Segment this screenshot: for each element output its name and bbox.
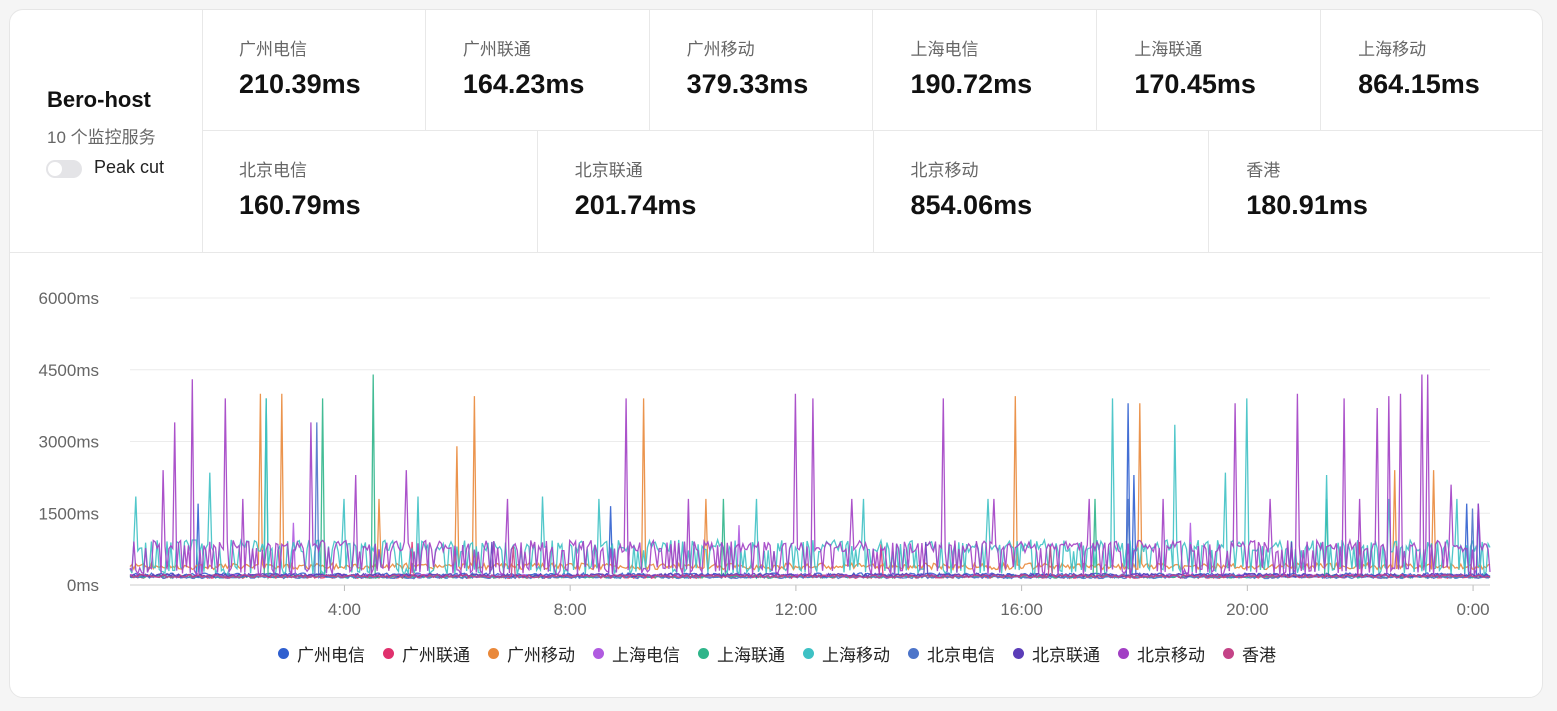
peak-cut-label: Peak cut (94, 157, 165, 177)
legend-label: 香港 (1242, 645, 1276, 665)
legend-item[interactable]: 广州移动 (488, 641, 575, 666)
legend-label: 广州移动 (507, 645, 575, 665)
legend-dot (383, 647, 394, 659)
x-tick-label: 12:00 (775, 600, 818, 619)
stat-value: 210.39ms (239, 69, 361, 99)
stat-label: 上海电信 (910, 40, 979, 59)
stat-cell: 北京移动 854.06ms (874, 131, 1210, 252)
x-tick-label: 0:00 (1457, 600, 1490, 619)
stat-label: 香港 (1246, 161, 1281, 180)
legend-label: 广州联通 (402, 645, 470, 665)
peak-cut-toggle[interactable] (46, 160, 82, 178)
x-tick-label: 16:00 (1000, 600, 1043, 619)
y-tick-label: 0ms (67, 576, 99, 595)
legend-dot (803, 647, 814, 659)
legend-dot (593, 647, 604, 659)
host-info: Bero-host 10 个监控服务 Peak cut (10, 10, 203, 252)
stat-value: 201.74ms (574, 190, 697, 220)
stat-label: 广州联通 (462, 40, 531, 59)
monitor-card: Bero-host 10 个监控服务 Peak cut 广州电信 210.39m… (9, 9, 1543, 698)
y-tick-label: 4500ms (39, 361, 99, 380)
legend-dot (1118, 647, 1129, 659)
legend-label: 上海电信 (612, 645, 680, 665)
service-count: 10 个监控服务 (47, 128, 156, 147)
stat-label: 广州移动 (686, 40, 755, 59)
stat-cell: 广州移动 379.33ms (650, 10, 874, 130)
stats-panel: Bero-host 10 个监控服务 Peak cut 广州电信 210.39m… (10, 10, 1542, 253)
legend-item[interactable]: 广州联通 (383, 641, 470, 666)
stat-value: 164.23ms (462, 69, 585, 99)
stat-cell: 香港 180.91ms (1209, 131, 1542, 252)
stat-label: 北京移动 (910, 161, 979, 180)
y-tick-label: 3000ms (39, 433, 99, 452)
stat-value: 180.91ms (1246, 190, 1368, 220)
series-line (129, 398, 1491, 577)
legend-dot (908, 647, 919, 659)
legend-dot (698, 647, 709, 659)
stat-label: 上海移动 (1358, 40, 1427, 59)
legend-label: 北京联通 (1032, 645, 1100, 665)
stat-label: 北京联通 (574, 161, 643, 180)
legend-item[interactable]: 上海电信 (593, 641, 680, 666)
legend-label: 广州电信 (297, 645, 365, 665)
legend-item[interactable]: 香港 (1223, 641, 1276, 666)
legend-dot (1223, 647, 1234, 659)
legend-label: 上海联通 (717, 645, 785, 665)
series-line (129, 546, 1491, 579)
chart-legend: 广州电信 广州联通 广州移动 上海电信 上海联通 上海移动 北京电信 北京联通 北京移动 香港 (10, 641, 1542, 666)
legend-item[interactable]: 北京电信 (908, 641, 995, 666)
toggle-knob (48, 162, 62, 176)
stat-cell: 上海移动 864.15ms (1321, 10, 1542, 130)
stats-row-2: 北京电信 160.79ms 北京联通 201.74ms 北京移动 854.06m… (202, 131, 1542, 252)
stat-label: 广州电信 (239, 40, 307, 59)
legend-item[interactable]: 广州电信 (278, 641, 365, 666)
latency-chart-svg[interactable]: 0ms 1500ms 3000ms 4500ms 6000ms 4:00 8:00 12:00… (10, 252, 1543, 632)
y-tick-label: 1500ms (39, 504, 99, 523)
stat-label: 北京电信 (239, 161, 307, 180)
legend-label: 北京电信 (927, 645, 995, 665)
legend-item[interactable]: 北京移动 (1118, 641, 1205, 666)
stat-label: 上海联通 (1134, 40, 1203, 59)
legend-item[interactable]: 上海联通 (698, 641, 785, 666)
stat-cell: 广州联通 164.23ms (426, 10, 650, 130)
stat-value: 854.06ms (910, 190, 1033, 220)
legend-dot (278, 647, 289, 659)
x-tick-label: 8:00 (554, 600, 587, 619)
stat-cell: 北京联通 201.74ms (538, 131, 874, 252)
series-line (129, 374, 1491, 577)
stat-value: 379.33ms (686, 69, 809, 99)
x-tick-label: 4:00 (328, 600, 361, 619)
series-line (129, 374, 1491, 580)
series-line (129, 422, 1491, 580)
y-tick-label: 6000ms (39, 289, 99, 308)
stat-cell: 上海联通 170.45ms (1097, 10, 1322, 130)
stat-value: 160.79ms (239, 190, 361, 220)
legend-label: 北京移动 (1137, 645, 1205, 665)
legend-item[interactable]: 北京联通 (1013, 641, 1100, 666)
stat-cell: 北京电信 160.79ms (202, 131, 538, 252)
legend-label: 上海移动 (822, 645, 890, 665)
latency-chart: 0ms 1500ms 3000ms 4500ms 6000ms 4:00 8:00 12:00… (10, 252, 1543, 697)
stat-value: 190.72ms (910, 69, 1033, 99)
x-tick-label: 20:00 (1226, 600, 1269, 619)
stat-cell: 上海电信 190.72ms (873, 10, 1098, 130)
stat-cell: 广州电信 210.39ms (202, 10, 426, 130)
stat-value: 864.15ms (1358, 69, 1480, 99)
legend-dot (1013, 647, 1024, 659)
stat-value: 170.45ms (1134, 69, 1256, 99)
host-name: Bero-host (47, 87, 151, 112)
legend-item[interactable]: 上海移动 (803, 641, 890, 666)
stats-row-1: 广州电信 210.39ms 广州联通 164.23ms 广州移动 379.33m… (202, 10, 1542, 131)
legend-dot (488, 647, 499, 659)
